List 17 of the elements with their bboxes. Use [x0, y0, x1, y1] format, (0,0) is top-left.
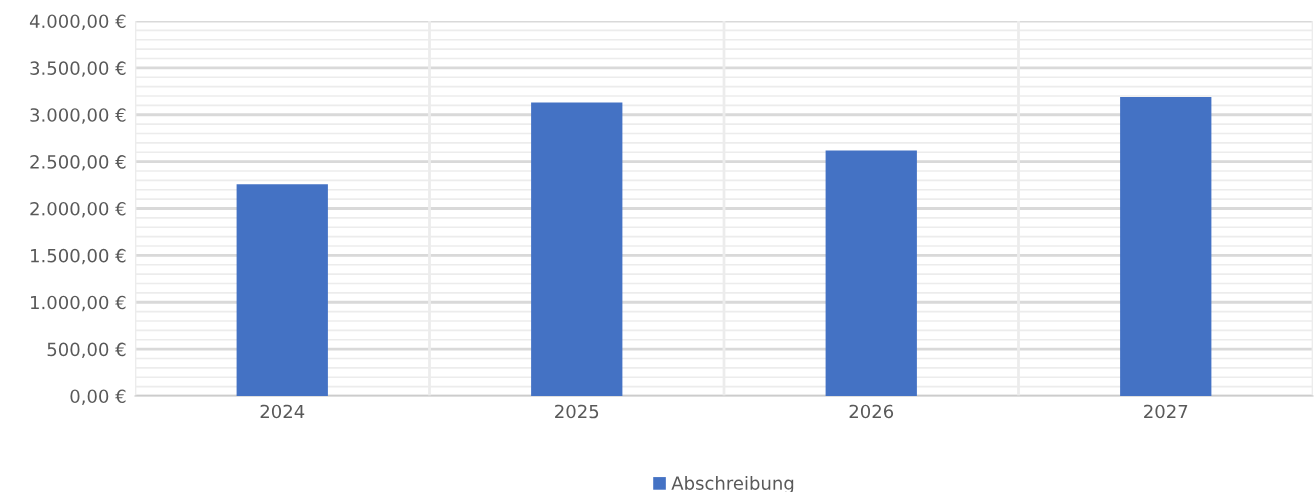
y-tick-label: 3.000,00 €	[30, 108, 126, 124]
bar	[825, 150, 917, 396]
x-tick-label: 2026	[849, 404, 894, 419]
y-tick-label: 1.000,00 €	[31, 295, 126, 312]
x-tick-label: 2025	[555, 404, 599, 419]
bar	[236, 184, 328, 396]
y-tick-label: 2.000,00 €	[30, 201, 126, 218]
y-tick-label: 3.500,00 €	[30, 61, 126, 77]
x-tick-label: 2024	[260, 404, 305, 419]
y-tick-label: 4.000,00 €	[29, 14, 126, 30]
x-tick-label: 2027	[1144, 404, 1188, 419]
y-tick-label: 2.500,00 €	[30, 155, 126, 171]
bar	[1120, 96, 1212, 396]
y-tick-label: 1.500,00 €	[31, 248, 126, 265]
bar	[531, 102, 623, 396]
y-tick-label: 0,00 €	[70, 389, 126, 405]
y-tick-label: 500,00 €	[47, 342, 126, 359]
